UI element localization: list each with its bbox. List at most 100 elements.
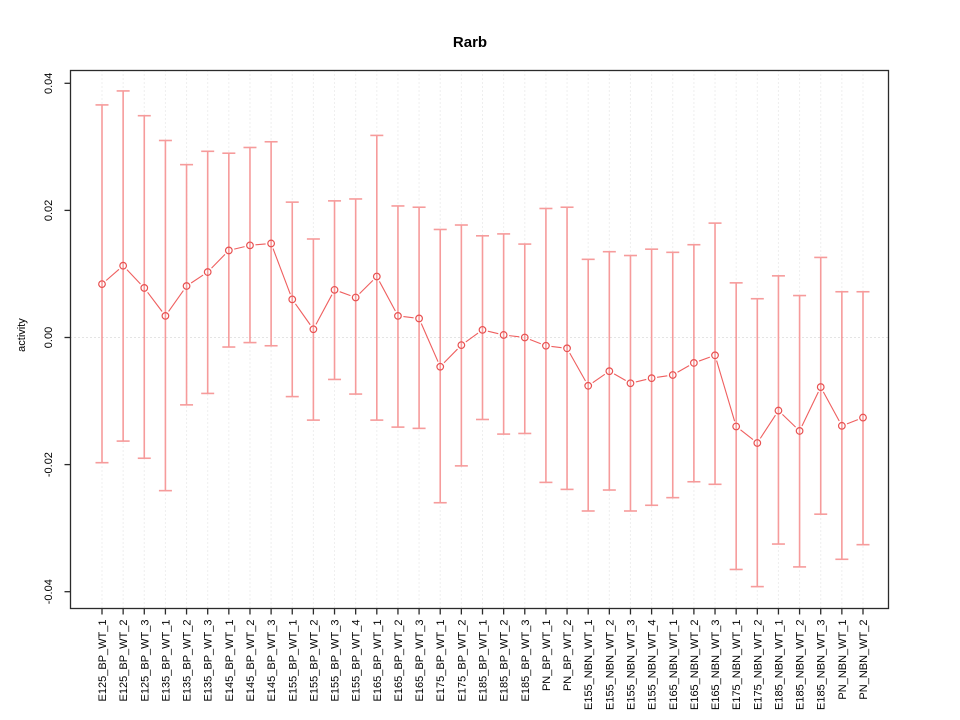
- series-line-segment: [656, 375, 668, 378]
- series-line-segment: [846, 419, 859, 425]
- data-point-marker: [161, 311, 170, 320]
- data-point-marker: [394, 311, 402, 320]
- data-point-marker: [182, 282, 191, 290]
- series-line-segment: [822, 391, 840, 422]
- x-tick-label: E155_NBN_WT_1: [583, 620, 595, 711]
- series-line-segment: [359, 279, 374, 294]
- data-point-marker: [711, 351, 719, 360]
- y-tick-label: -0.04: [43, 579, 55, 604]
- series-line-segment: [339, 291, 351, 297]
- x-tick-label: E165_BP_WT_3: [414, 620, 426, 702]
- data-point-marker: [837, 421, 846, 430]
- data-point-marker: [415, 314, 423, 323]
- series-line-segment: [272, 248, 291, 295]
- data-point-marker: [816, 383, 825, 391]
- data-point-marker: [309, 325, 318, 334]
- x-tick-label: PN_NBN_WT_2: [858, 620, 870, 700]
- x-tick-label: PN_BP_WT_2: [562, 620, 574, 692]
- x-tick-label: E185_NBN_WT_2: [795, 620, 807, 711]
- series-line-segment: [168, 290, 184, 312]
- series-line-segment: [147, 291, 163, 312]
- data-point-marker: [140, 284, 149, 292]
- x-tick-label: E165_NBN_WT_1: [668, 620, 680, 711]
- series-line-segment: [190, 274, 204, 284]
- y-tick-label: 0.00: [43, 327, 55, 348]
- series-line-segment: [740, 429, 754, 441]
- series-line-segment: [420, 323, 439, 362]
- x-tick-label: E155_NBN_WT_2: [604, 620, 616, 711]
- series-line-segment: [592, 373, 606, 384]
- x-tick-label: E135_BP_WT_2: [182, 620, 194, 702]
- series-line-segment: [255, 243, 266, 246]
- data-point-marker: [246, 241, 254, 250]
- y-tick-label: -0.02: [43, 452, 55, 477]
- series-line-segment: [716, 360, 736, 422]
- series-line-segment: [378, 281, 396, 312]
- data-point-marker: [499, 331, 508, 339]
- x-tick-label: E145_BP_WT_3: [266, 620, 278, 702]
- axis-layer: -0.04 -0.02 0.00 0.02 0.04 E125_BP_WT_1 E125_B…: [43, 69, 890, 711]
- data-point-marker: [267, 239, 276, 248]
- data-point-marker: [647, 374, 656, 383]
- data-point-marker: [436, 362, 445, 371]
- data-point-marker: [584, 381, 593, 390]
- x-tick-label: E185_BP_WT_2: [499, 620, 511, 702]
- x-tick-label: E125_BP_WT_3: [139, 620, 151, 702]
- x-tick-label: E155_BP_WT_3: [330, 620, 342, 702]
- data-point-layer: [98, 239, 867, 447]
- series-line-segment: [635, 378, 647, 383]
- series-line-segment: [801, 391, 819, 427]
- series-line-segment: [105, 268, 120, 281]
- data-point-marker: [520, 333, 529, 342]
- data-point-marker: [457, 341, 466, 350]
- y-tick-label: 0.04: [43, 73, 55, 94]
- x-tick-label: E165_BP_WT_2: [393, 620, 405, 702]
- x-tick-label: E155_NBN_WT_4: [647, 620, 659, 711]
- x-tick-label: E185_BP_WT_1: [478, 620, 490, 702]
- series-line-segment: [465, 332, 479, 343]
- series-line-segment: [551, 345, 562, 349]
- chart-title: Rarb: [453, 34, 487, 51]
- x-tick-label: E165_NBN_WT_2: [689, 620, 701, 711]
- series-line-segment: [126, 269, 141, 285]
- data-point-marker: [478, 325, 487, 334]
- x-tick-label: E125_BP_WT_2: [118, 620, 130, 702]
- data-point-marker: [795, 427, 804, 435]
- x-tick-label: E185_NBN_WT_3: [816, 620, 828, 711]
- x-tick-label: E155_BP_WT_2: [308, 620, 320, 702]
- x-tick-label: E175_BP_WT_1: [435, 620, 447, 702]
- data-point-marker: [626, 379, 635, 388]
- data-point-marker: [774, 406, 783, 415]
- series-line-segment: [211, 253, 226, 269]
- x-tick-label: E185_NBN_WT_1: [773, 620, 785, 711]
- x-tick-label: E155_BP_WT_4: [351, 620, 363, 702]
- x-tick-label: E135_BP_WT_1: [160, 620, 172, 702]
- series-line-segment: [509, 335, 520, 338]
- x-tick-label: E165_BP_WT_1: [372, 620, 384, 702]
- x-tick-label: E175_BP_WT_2: [456, 620, 468, 702]
- y-tick-label: 0.02: [43, 200, 55, 221]
- data-point-marker: [542, 341, 550, 350]
- series-line-segment: [677, 365, 690, 373]
- x-tick-label: E145_BP_WT_2: [245, 620, 257, 702]
- x-tick-label: E185_BP_WT_3: [520, 620, 532, 702]
- series-line-segment: [529, 338, 541, 345]
- x-tick-label: E145_BP_WT_1: [224, 620, 236, 702]
- data-point-marker: [203, 268, 212, 276]
- x-tick-label: E175_NBN_WT_2: [752, 620, 764, 711]
- x-tick-label: E125_BP_WT_1: [97, 620, 109, 702]
- x-tick-label: E175_NBN_WT_1: [731, 620, 743, 711]
- data-point-marker: [351, 293, 360, 302]
- data-point-marker: [732, 422, 741, 431]
- x-tick-label: PN_NBN_WT_1: [837, 620, 849, 700]
- data-point-marker: [563, 344, 571, 353]
- series-line-segment: [315, 294, 333, 325]
- data-point-marker: [224, 246, 233, 255]
- plot-border: [69, 69, 890, 610]
- data-point-marker: [689, 359, 698, 367]
- x-tick-label: E155_NBN_WT_3: [625, 620, 637, 711]
- series-line-segment: [698, 356, 711, 362]
- series-line-segment: [782, 413, 797, 428]
